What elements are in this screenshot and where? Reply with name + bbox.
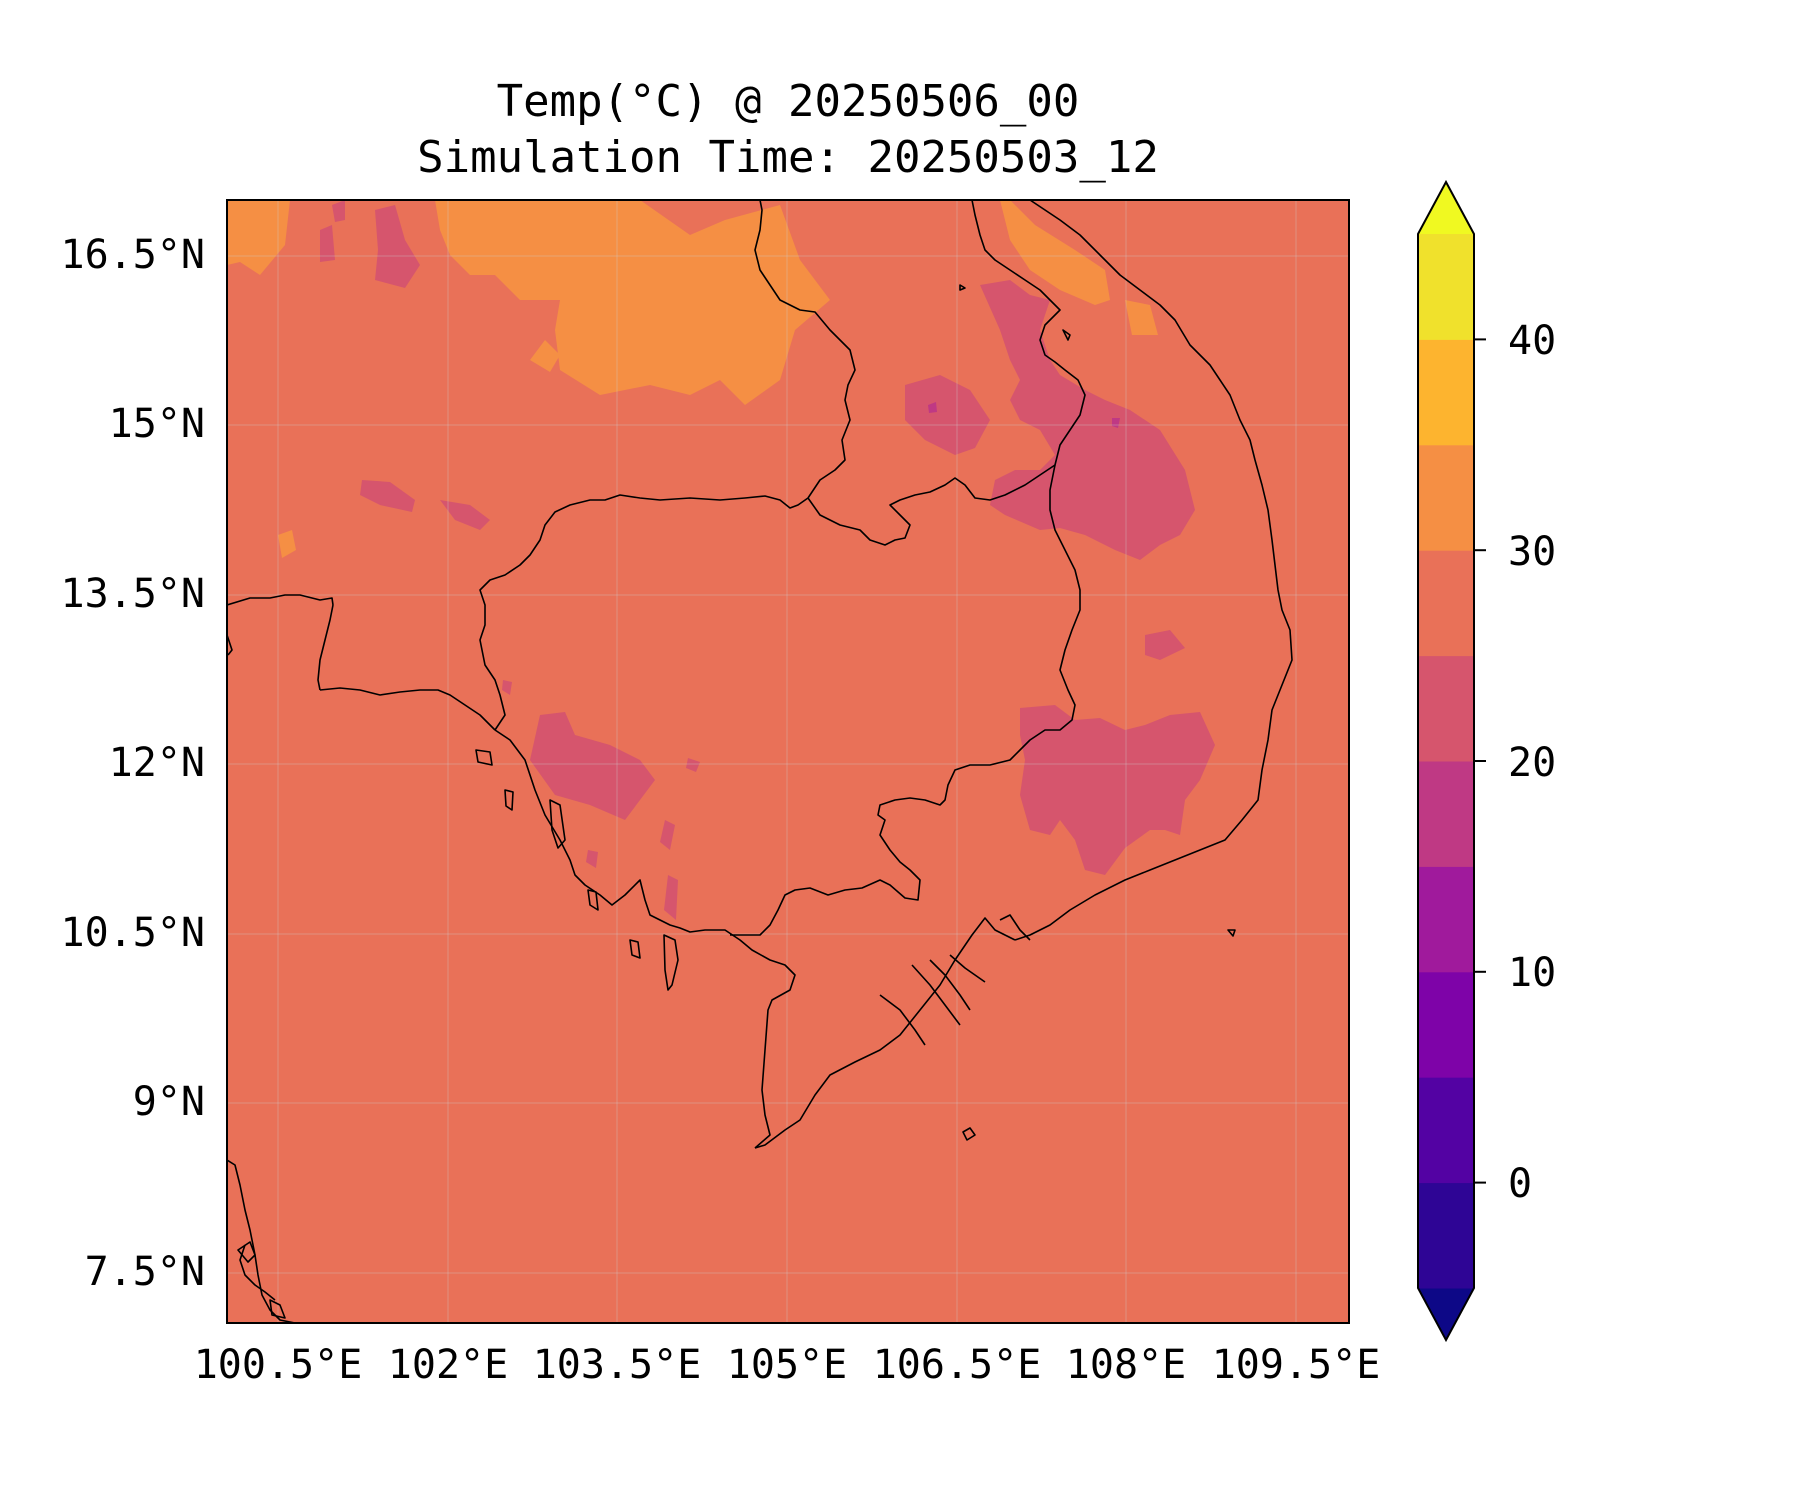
x-tick-label: 109.5°E: [1212, 1342, 1381, 1388]
colorbar-band: [1418, 761, 1474, 867]
gridlines: [227, 200, 1349, 1323]
colorbar-tick-label: 0: [1508, 1161, 1532, 1207]
colorbar-outline: [1417, 179, 1475, 1343]
map-frame: [226, 199, 1350, 1324]
x-tick-label: 100.5°E: [194, 1342, 363, 1388]
y-tick-label: 7.5°N: [85, 1249, 205, 1295]
y-axis-ticks: 16.5°N 15°N 13.5°N 12°N 10.5°N 9°N 7.5°N: [61, 232, 206, 1295]
colorbar-band: [1418, 444, 1474, 551]
colorbar-band: [1418, 971, 1474, 1078]
colorbar-tick-label: 30: [1508, 529, 1556, 575]
x-tick-label: 105°E: [727, 1342, 847, 1388]
x-axis-ticks: 100.5°E 102°E 103.5°E 105°E 106.5°E 108°…: [194, 1342, 1381, 1388]
y-tick-label: 12°N: [109, 740, 205, 786]
y-tick-label: 16.5°N: [61, 232, 206, 278]
colorbar-band: [1418, 1077, 1474, 1184]
colorbar: [1417, 179, 1486, 1343]
colorbar-extend-max: [1418, 182, 1474, 234]
colorbar-tick-label: 20: [1508, 740, 1556, 786]
colorbar-band: [1418, 1182, 1474, 1289]
coastlines-borders: [227, 200, 1293, 1323]
y-tick-label: 10.5°N: [61, 910, 206, 956]
figure-title-line2: Simulation Time: 20250503_12: [417, 132, 1159, 183]
colorbar-tick-label: 10: [1508, 950, 1556, 996]
colorbar-band: [1418, 866, 1474, 973]
colorbar-band: [1418, 655, 1474, 762]
colorbar-band: [1418, 550, 1474, 657]
colorbar-extend-min: [1418, 1288, 1474, 1340]
colorbar-tick-label: 40: [1508, 318, 1556, 364]
colorbar-band: [1418, 234, 1474, 340]
x-tick-label: 108°E: [1066, 1342, 1186, 1388]
temperature-contours: [227, 200, 1215, 920]
y-tick-label: 13.5°N: [61, 571, 206, 617]
colorbar-tick-labels: 40 30 20 10 0: [1508, 318, 1556, 1207]
y-tick-label: 15°N: [109, 401, 205, 447]
y-tick-label: 9°N: [133, 1079, 205, 1125]
colorbar-band: [1418, 339, 1474, 446]
x-tick-label: 106.5°E: [873, 1342, 1042, 1388]
x-tick-label: 103.5°E: [533, 1342, 702, 1388]
figure-title-line1: Temp(°C) @ 20250506_00: [497, 76, 1080, 127]
x-tick-label: 102°E: [388, 1342, 508, 1388]
map-panel: [226, 199, 1350, 1324]
